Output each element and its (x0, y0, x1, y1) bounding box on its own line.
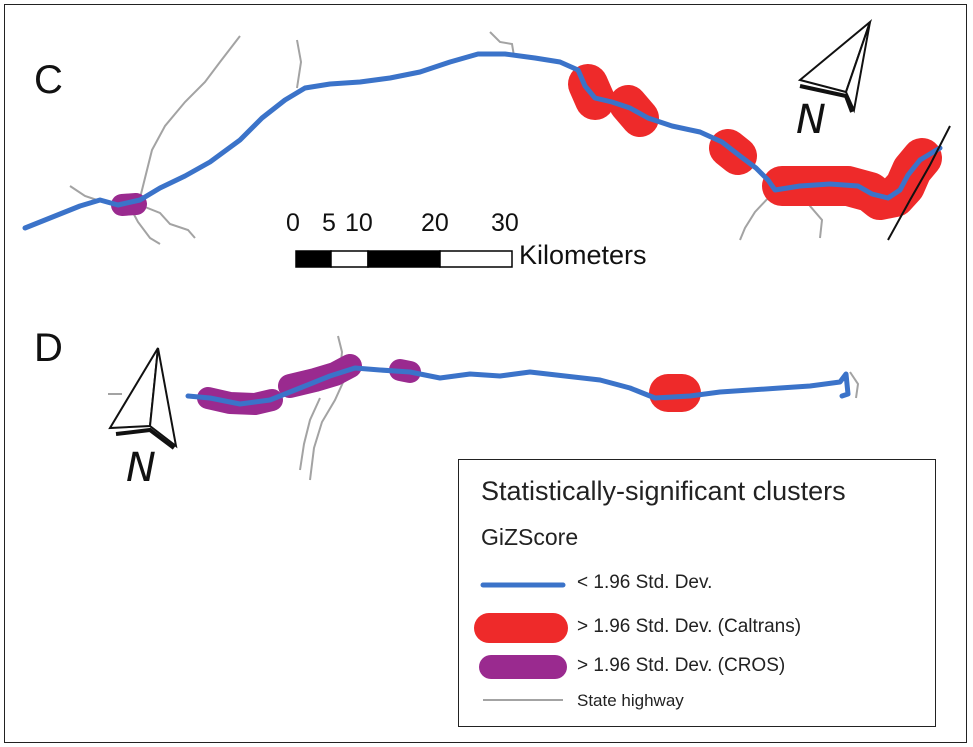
state-highway (296, 39, 303, 89)
caltrans-cluster (762, 138, 942, 220)
route-line-c (22, 51, 943, 231)
legend-label-state-highway: State highway (577, 691, 684, 710)
legend-subtitle: GiZScore (481, 524, 579, 550)
north-arrow-d-label: N (126, 445, 156, 491)
caltrans-clusters-c (568, 64, 942, 220)
scale-tick-0: 0 (286, 209, 300, 237)
state-highway (309, 377, 346, 481)
panel-label-c: C (34, 58, 63, 102)
scale-unit-label: Kilometers (519, 240, 647, 270)
north-arrow-c-shape (797, 18, 873, 114)
scale-tick-10: 10 (345, 209, 373, 237)
state-highway (739, 195, 771, 241)
legend-label-caltrans: > 1.96 Std. Dev. (Caltrans) (577, 616, 802, 637)
north-arrow-c-label: N (796, 97, 826, 143)
state-highway (69, 185, 98, 201)
legend-label-below: < 1.96 Std. Dev. (577, 572, 713, 593)
legend-title: Statistically-significant clusters (481, 476, 846, 506)
north-arrow-d-shape (108, 347, 178, 450)
state-highway (139, 35, 241, 199)
legend-symbol-blue-line (480, 582, 566, 588)
legend: Statistically-significant clusters GiZSc… (458, 459, 936, 727)
scale-tick-30: 30 (491, 209, 519, 237)
state-highway (139, 204, 196, 239)
scale-tick-5: 5 (322, 209, 336, 237)
panel-label-d: D (34, 326, 63, 370)
scale-bar (295, 250, 513, 268)
cros-cluster (278, 354, 362, 398)
legend-symbol-red-band (474, 613, 568, 643)
legend-symbol-gray-line (483, 699, 563, 701)
legend-label-cros: > 1.96 Std. Dev. (CROS) (577, 655, 786, 676)
state-highways-c (69, 31, 824, 245)
state-highway (489, 31, 515, 57)
legend-symbol-purple-band (479, 655, 567, 679)
state-highway (299, 397, 321, 471)
state-highway (849, 371, 860, 399)
state-highway-dark (887, 125, 951, 241)
route-line-d (185, 365, 851, 407)
scale-tick-20: 20 (421, 209, 449, 237)
